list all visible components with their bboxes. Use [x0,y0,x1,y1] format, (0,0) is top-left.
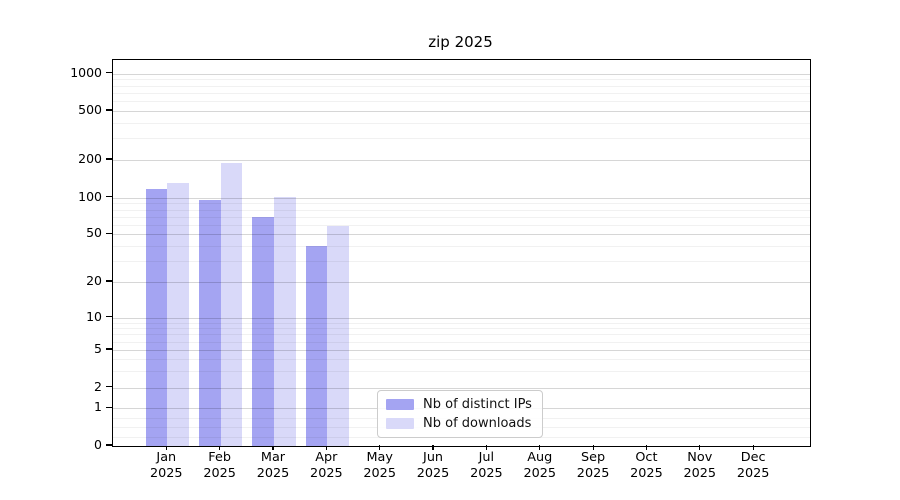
gridline-minor [113,203,810,205]
y-tick-mark [106,444,112,446]
x-tick-mark [485,445,487,450]
gridlines-layer [113,60,810,446]
gridline-minor [113,245,810,247]
x-tick-mark [539,445,541,450]
gridline-major [113,281,810,283]
y-tick-mark [106,72,112,74]
gridline-major [113,197,810,199]
gridline-minor [113,122,810,124]
gridline-minor [113,371,810,373]
bar-distinct-ips [305,245,328,446]
y-tick-label: 1 [94,399,102,415]
legend-label-distinct-ips: Nb of distinct IPs [423,397,532,412]
y-tick-label: 0 [94,437,102,452]
gridline-minor [113,341,810,343]
gridline-major [113,317,810,319]
legend-item-downloads: Nb of downloads [386,416,534,431]
x-tick-mark [699,445,701,450]
x-tick-mark [165,445,167,450]
x-tick-label: Apr 2025 [310,450,343,481]
gridline-minor [113,224,810,226]
bar-distinct-ips [198,200,221,446]
x-tick-label: Jan 2025 [150,450,183,481]
x-tick-mark [592,445,594,450]
y-tick-mark [106,232,112,234]
y-tick-mark [106,196,112,198]
legend-label-downloads: Nb of downloads [423,416,532,431]
gridline-major [113,160,810,161]
x-tick-label: Oct 2025 [630,450,663,481]
y-tick-mark [106,158,112,160]
chart-title: zip 2025 [428,33,493,51]
x-tick-label: Nov 2025 [683,450,717,481]
x-tick-mark [325,445,327,450]
gridline-major [113,350,810,351]
y-tick-label: 500 [78,101,102,117]
bar-downloads [220,163,243,446]
y-tick-label: 10 [86,308,102,324]
gridline-minor [113,260,810,262]
gridline-minor [113,216,810,218]
y-tick-mark [106,109,112,111]
x-tick-mark [379,445,381,450]
x-tick-label: Dec 2025 [736,450,770,481]
y-tick-label: 20 [86,272,102,288]
x-tick-label: May 2025 [363,450,396,481]
bar-distinct-ips [252,216,274,446]
y-tick-mark [106,348,112,350]
gridline-minor [113,85,810,87]
y-tick-mark [106,386,112,388]
y-tick-label: 2 [94,378,102,394]
legend-item-distinct-ips: Nb of distinct IPs [386,397,534,412]
legend: Nb of distinct IPs Nb of downloads [377,390,543,438]
gridline-minor [113,334,810,336]
x-tick-mark [272,445,274,450]
x-tick-label: Sep 2025 [576,450,610,481]
x-tick-mark [432,445,434,450]
gridline-minor [113,101,810,103]
y-tick-label: 5 [94,341,102,356]
bar-distinct-ips [145,189,168,446]
plot-area: Nb of distinct IPs Nb of downloads [112,59,811,447]
y-tick-label: 100 [78,188,102,204]
gridline-minor [113,359,810,361]
y-tick-label: 200 [78,151,102,166]
bar-downloads [167,183,190,446]
x-tick-label: Aug 2025 [523,450,557,481]
legend-swatch-downloads [386,418,414,429]
x-tick-mark [752,445,754,450]
x-tick-label: Feb 2025 [203,450,236,481]
bar-downloads [274,196,296,446]
y-tick-mark [106,406,112,408]
x-tick-mark [219,445,221,450]
bars-layer [113,60,810,446]
gridline-minor [113,328,810,330]
y-tick-mark [106,316,112,318]
gridline-major [113,110,810,112]
y-tick-mark [106,280,112,282]
x-tick-label: Jul 2025 [470,450,503,481]
bar-downloads [327,226,350,446]
x-tick-label: Mar 2025 [256,450,290,481]
x-tick-mark [645,445,648,450]
gridline-minor [113,92,810,94]
x-tick-label: Jun 2025 [416,450,450,481]
gridline-major [113,234,810,236]
gridline-minor [113,79,810,81]
gridline-major [113,73,810,75]
gridline-minor [113,322,810,324]
legend-swatch-distinct-ips [386,399,414,410]
y-tick-label: 50 [86,225,102,241]
gridline-minor [113,138,810,140]
y-tick-label: 1000 [70,64,102,80]
gridline-major [113,387,810,389]
gridline-minor [113,209,810,211]
